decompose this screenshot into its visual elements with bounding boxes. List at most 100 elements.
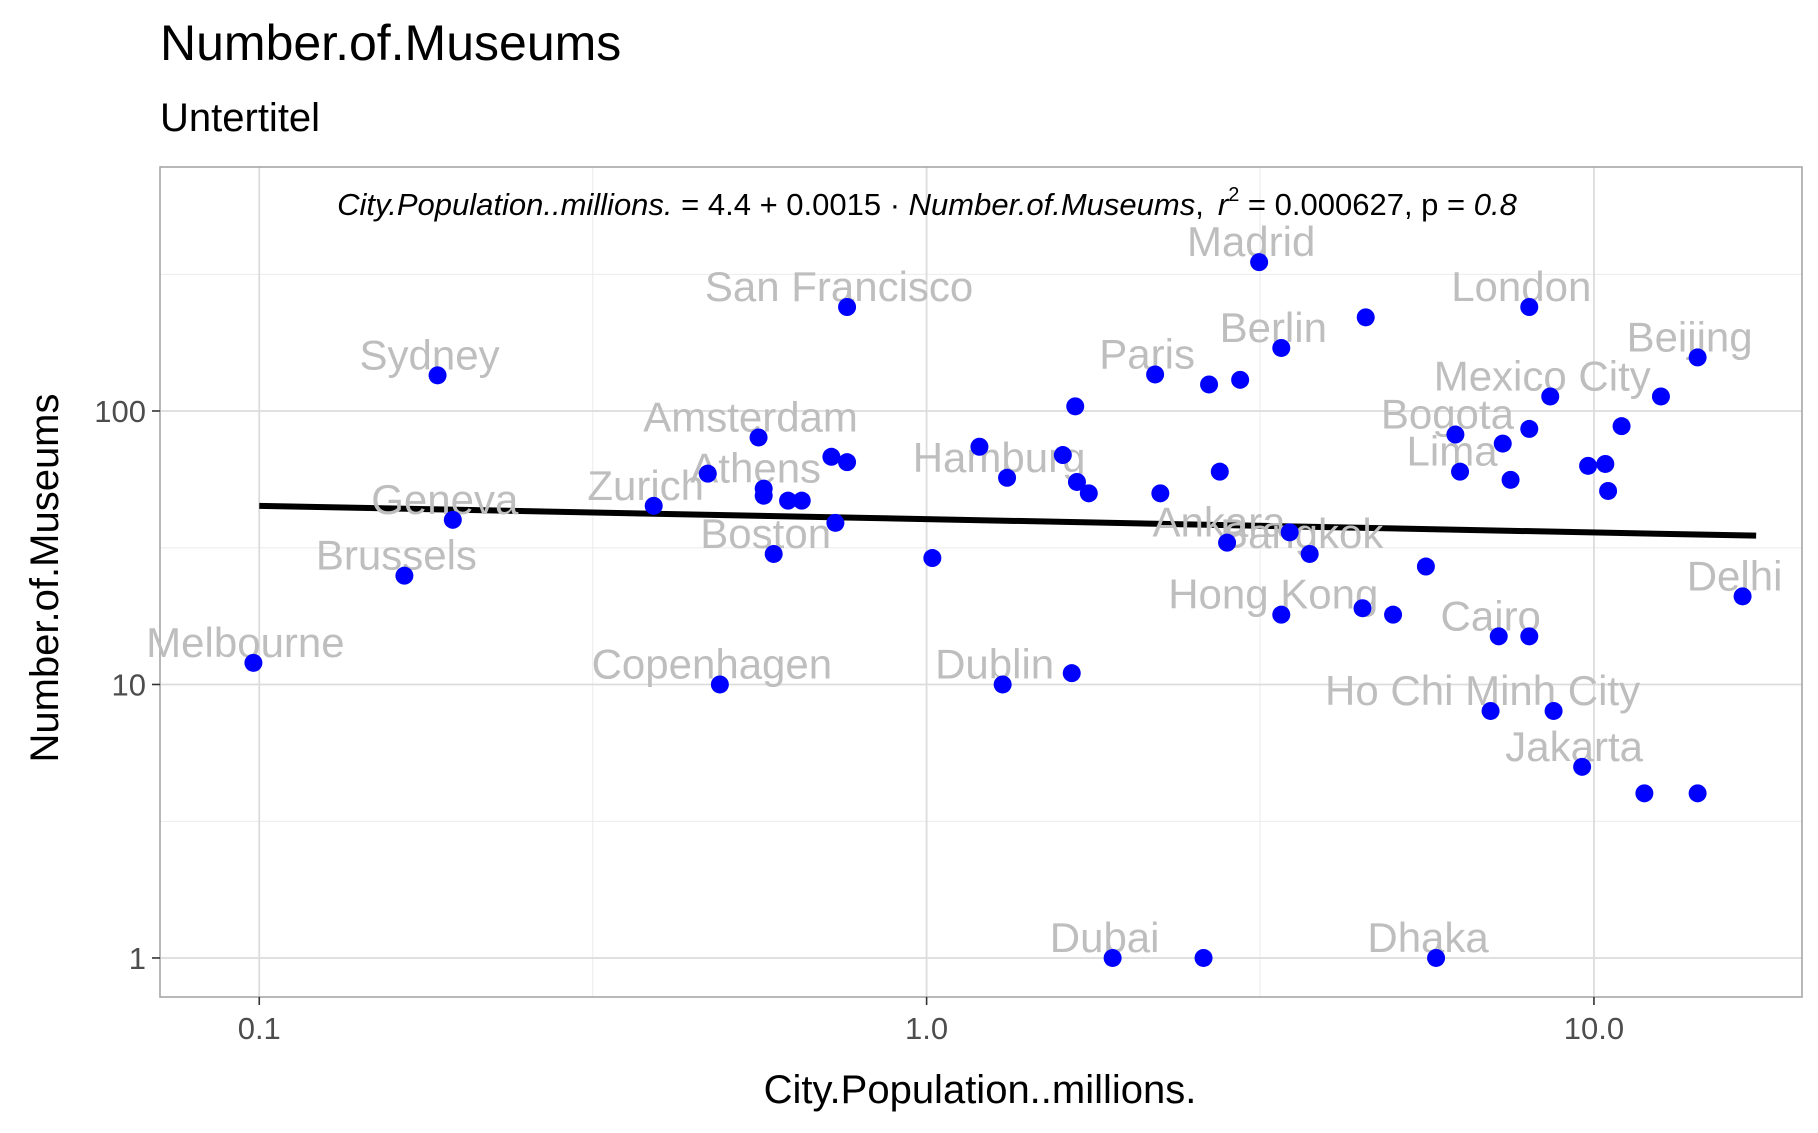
data-point: [1579, 456, 1598, 475]
annotation-r: r: [1218, 187, 1230, 222]
trend-layer: [259, 502, 1757, 539]
data-point: [443, 510, 462, 529]
data-point: [710, 675, 729, 694]
data-point: [1688, 784, 1707, 803]
data-point: [1151, 484, 1170, 503]
point-label: San Francisco: [705, 263, 973, 310]
data-point: [244, 653, 263, 672]
point-label: Mexico City: [1434, 352, 1651, 399]
y-axis-label: Number.of.Museums: [23, 393, 67, 762]
annotation-p-value: 0.8: [1474, 187, 1518, 222]
annotation-separator: ,: [1195, 187, 1204, 222]
data-point: [1200, 375, 1219, 394]
x-tick-label: 0.1: [238, 1011, 281, 1046]
point-label: Sydney: [360, 331, 500, 378]
data-point: [1612, 417, 1631, 436]
data-point: [1493, 434, 1512, 453]
point-label: Hong Kong: [1168, 571, 1378, 618]
data-point: [993, 675, 1012, 694]
point-label: Brussels: [316, 532, 477, 579]
point-label: Madrid: [1187, 218, 1315, 265]
point-label: Melbourne: [146, 619, 344, 666]
data-point: [779, 491, 798, 510]
annotation-x-term: City.Population..millions.: [337, 187, 672, 222]
data-point: [1544, 701, 1563, 720]
data-point: [1250, 253, 1269, 272]
data-point: [644, 496, 663, 515]
data-point: [395, 566, 414, 585]
data-point: [1272, 605, 1291, 624]
data-point: [1062, 664, 1081, 683]
data-point: [1272, 338, 1291, 357]
data-point: [1520, 419, 1539, 438]
x-tick-label: 10.0: [1564, 1011, 1624, 1046]
y-axis-ticks: 1 10 100: [94, 394, 160, 976]
annotation-r2-value: = 0.000627, p =: [1239, 187, 1473, 222]
data-point: [1573, 757, 1592, 776]
data-point: [1194, 948, 1213, 967]
point-label: Zurich: [587, 462, 704, 509]
data-point: [764, 544, 783, 563]
data-point: [1635, 784, 1654, 803]
data-point: [1451, 462, 1470, 481]
point-label: Amsterdam: [643, 393, 858, 440]
x-axis-label: City.Population..millions.: [764, 1068, 1197, 1112]
y-tick-label: 100: [94, 394, 146, 429]
chart-subtitle: Untertitel: [160, 96, 320, 140]
data-point: [1210, 462, 1229, 481]
point-label: London: [1451, 263, 1591, 310]
data-point: [749, 428, 768, 447]
x-tick-label: 1.0: [905, 1011, 948, 1046]
data-point: [998, 468, 1017, 487]
data-point: [1446, 425, 1465, 444]
point-label: Ankara: [1153, 499, 1287, 546]
grid: [160, 167, 1802, 997]
data-point: [1501, 470, 1520, 489]
point-label: Ho Chi Minh City: [1325, 667, 1640, 714]
data-point: [1596, 454, 1615, 473]
data-point: [923, 549, 942, 568]
data-point: [826, 513, 845, 532]
point-label: Geneva: [371, 476, 519, 523]
data-point: [838, 453, 857, 472]
point-label: Boston: [700, 510, 831, 557]
data-point: [1146, 365, 1165, 384]
annotation-equation: = 4.4 + 0.0015 ·: [673, 187, 909, 222]
data-point: [1103, 948, 1122, 967]
point-label: Delhi: [1687, 552, 1783, 599]
data-point: [1067, 472, 1086, 491]
data-points: [244, 253, 1752, 967]
data-point: [1427, 948, 1446, 967]
data-point: [1280, 523, 1299, 542]
point-label: Dublin: [935, 640, 1054, 687]
data-point: [698, 464, 717, 483]
data-point: [1053, 446, 1072, 465]
data-point: [1300, 544, 1319, 563]
data-point: [1416, 557, 1435, 576]
data-point: [1356, 308, 1375, 327]
data-point: [428, 366, 447, 385]
point-label: Beijing: [1627, 313, 1753, 360]
point-label: Dhaka: [1367, 914, 1489, 961]
data-point: [1384, 605, 1403, 624]
data-point: [838, 297, 857, 316]
data-point: [1599, 481, 1618, 500]
point-label: Berlin: [1220, 304, 1327, 351]
data-point: [1733, 587, 1752, 606]
data-point: [1066, 397, 1085, 416]
point-label: Jakarta: [1505, 723, 1643, 770]
data-point: [1079, 484, 1098, 503]
data-point: [970, 437, 989, 456]
data-point: [1481, 701, 1500, 720]
point-label: Bogota: [1381, 391, 1515, 438]
point-label: Paris: [1099, 330, 1195, 377]
data-point: [1353, 599, 1372, 618]
data-point: [1541, 387, 1560, 406]
data-point: [1489, 627, 1508, 646]
chart-title: Number.of.Museums: [160, 15, 621, 71]
point-label: Copenhagen: [592, 640, 833, 687]
data-point: [1520, 627, 1539, 646]
plot-panel-border: [159, 166, 1803, 998]
data-point: [754, 486, 773, 505]
